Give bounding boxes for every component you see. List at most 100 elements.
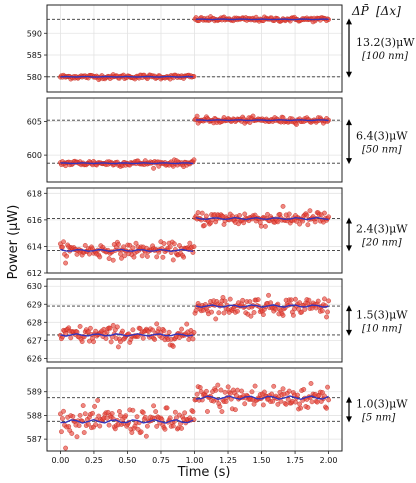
data-point xyxy=(74,434,80,440)
delta-power-label: 1.5(3)μW xyxy=(356,309,408,322)
data-point xyxy=(190,336,196,342)
data-point xyxy=(242,211,248,217)
y-tick-label: 629 xyxy=(27,300,42,309)
data-point xyxy=(222,298,228,304)
data-point xyxy=(325,309,330,315)
data-point xyxy=(154,254,160,260)
data-point xyxy=(213,387,219,393)
data-point xyxy=(153,409,159,414)
data-point xyxy=(184,321,190,327)
data-point xyxy=(307,208,313,214)
delta-x-label: [10 nm] xyxy=(362,324,402,335)
data-point xyxy=(119,255,124,261)
y-tick-label: 628 xyxy=(27,318,42,327)
data-point xyxy=(110,322,116,328)
data-point xyxy=(151,165,156,171)
data-point xyxy=(306,297,312,303)
data-point xyxy=(249,389,255,395)
data-point xyxy=(93,422,99,427)
data-point xyxy=(283,401,289,407)
y-tick-label: 618 xyxy=(27,189,42,198)
data-point xyxy=(97,423,103,429)
fit-line xyxy=(195,216,329,221)
data-point xyxy=(194,113,200,119)
data-point xyxy=(117,409,122,414)
data-point xyxy=(58,411,63,417)
data-point xyxy=(162,426,168,432)
data-point xyxy=(301,387,307,392)
x-tick-label: 0.25 xyxy=(85,456,103,465)
data-point xyxy=(261,389,267,395)
data-point xyxy=(60,416,65,421)
data-point xyxy=(194,391,200,397)
data-point xyxy=(106,422,112,428)
data-point xyxy=(90,410,95,416)
data-point xyxy=(305,222,311,228)
data-point xyxy=(107,325,113,331)
data-point xyxy=(167,244,173,250)
data-point xyxy=(280,386,286,392)
x-tick-label: 0.75 xyxy=(152,456,170,465)
y-tick-label: 588 xyxy=(27,411,42,420)
data-point xyxy=(326,214,331,220)
data-point xyxy=(325,384,330,390)
data-point xyxy=(179,425,184,431)
data-point xyxy=(204,213,209,219)
y-tick-label: 590 xyxy=(27,29,42,38)
data-point xyxy=(294,122,299,127)
data-point xyxy=(286,211,292,217)
data-point xyxy=(91,339,96,345)
data-point xyxy=(216,310,222,316)
y-axis-label: Power (μW) xyxy=(6,205,21,280)
data-point xyxy=(293,296,298,302)
data-point xyxy=(152,337,158,342)
data-point xyxy=(271,383,277,389)
data-point xyxy=(240,297,246,303)
data-point xyxy=(297,300,302,306)
data-point xyxy=(70,414,76,419)
data-point xyxy=(87,251,92,257)
panel-5: 587 588 589 xyxy=(27,367,343,452)
data-point xyxy=(106,256,112,262)
data-point xyxy=(322,210,327,216)
data-point xyxy=(288,297,294,303)
data-point xyxy=(160,254,166,260)
delta-power-label: 1.0(3)μW xyxy=(356,398,408,411)
y-tick-label: 580 xyxy=(27,73,42,82)
data-point xyxy=(302,307,308,312)
data-point xyxy=(290,312,296,318)
data-point xyxy=(88,325,93,331)
data-point xyxy=(139,253,145,259)
delta-arrow-2 xyxy=(346,119,352,165)
data-point xyxy=(324,314,329,320)
data-point xyxy=(118,413,123,418)
data-point xyxy=(167,415,173,421)
data-point xyxy=(309,399,315,405)
data-point xyxy=(237,213,242,218)
data-point xyxy=(222,389,228,395)
delta-x-label: [50 nm] xyxy=(362,145,402,156)
delta-arrow-3 xyxy=(346,217,352,252)
data-point xyxy=(118,251,123,257)
data-point xyxy=(96,413,102,419)
data-point xyxy=(280,203,286,209)
data-point xyxy=(114,324,120,330)
x-tick-label: 0.00 xyxy=(52,456,70,465)
data-point xyxy=(172,409,178,415)
data-point xyxy=(197,385,203,390)
panel-frame xyxy=(46,278,343,363)
data-point xyxy=(273,306,279,312)
data-point xyxy=(142,414,148,420)
data-point xyxy=(143,433,149,439)
data-point xyxy=(270,398,276,404)
y-tick-label: 600 xyxy=(27,151,42,160)
data-point xyxy=(326,397,331,403)
y-tick-label: 605 xyxy=(27,118,42,127)
data-point xyxy=(201,223,207,228)
data-point xyxy=(123,413,129,419)
data-point xyxy=(191,157,197,163)
data-point xyxy=(122,253,128,259)
data-point xyxy=(130,245,136,251)
data-point xyxy=(308,381,314,386)
data-point xyxy=(166,329,172,335)
